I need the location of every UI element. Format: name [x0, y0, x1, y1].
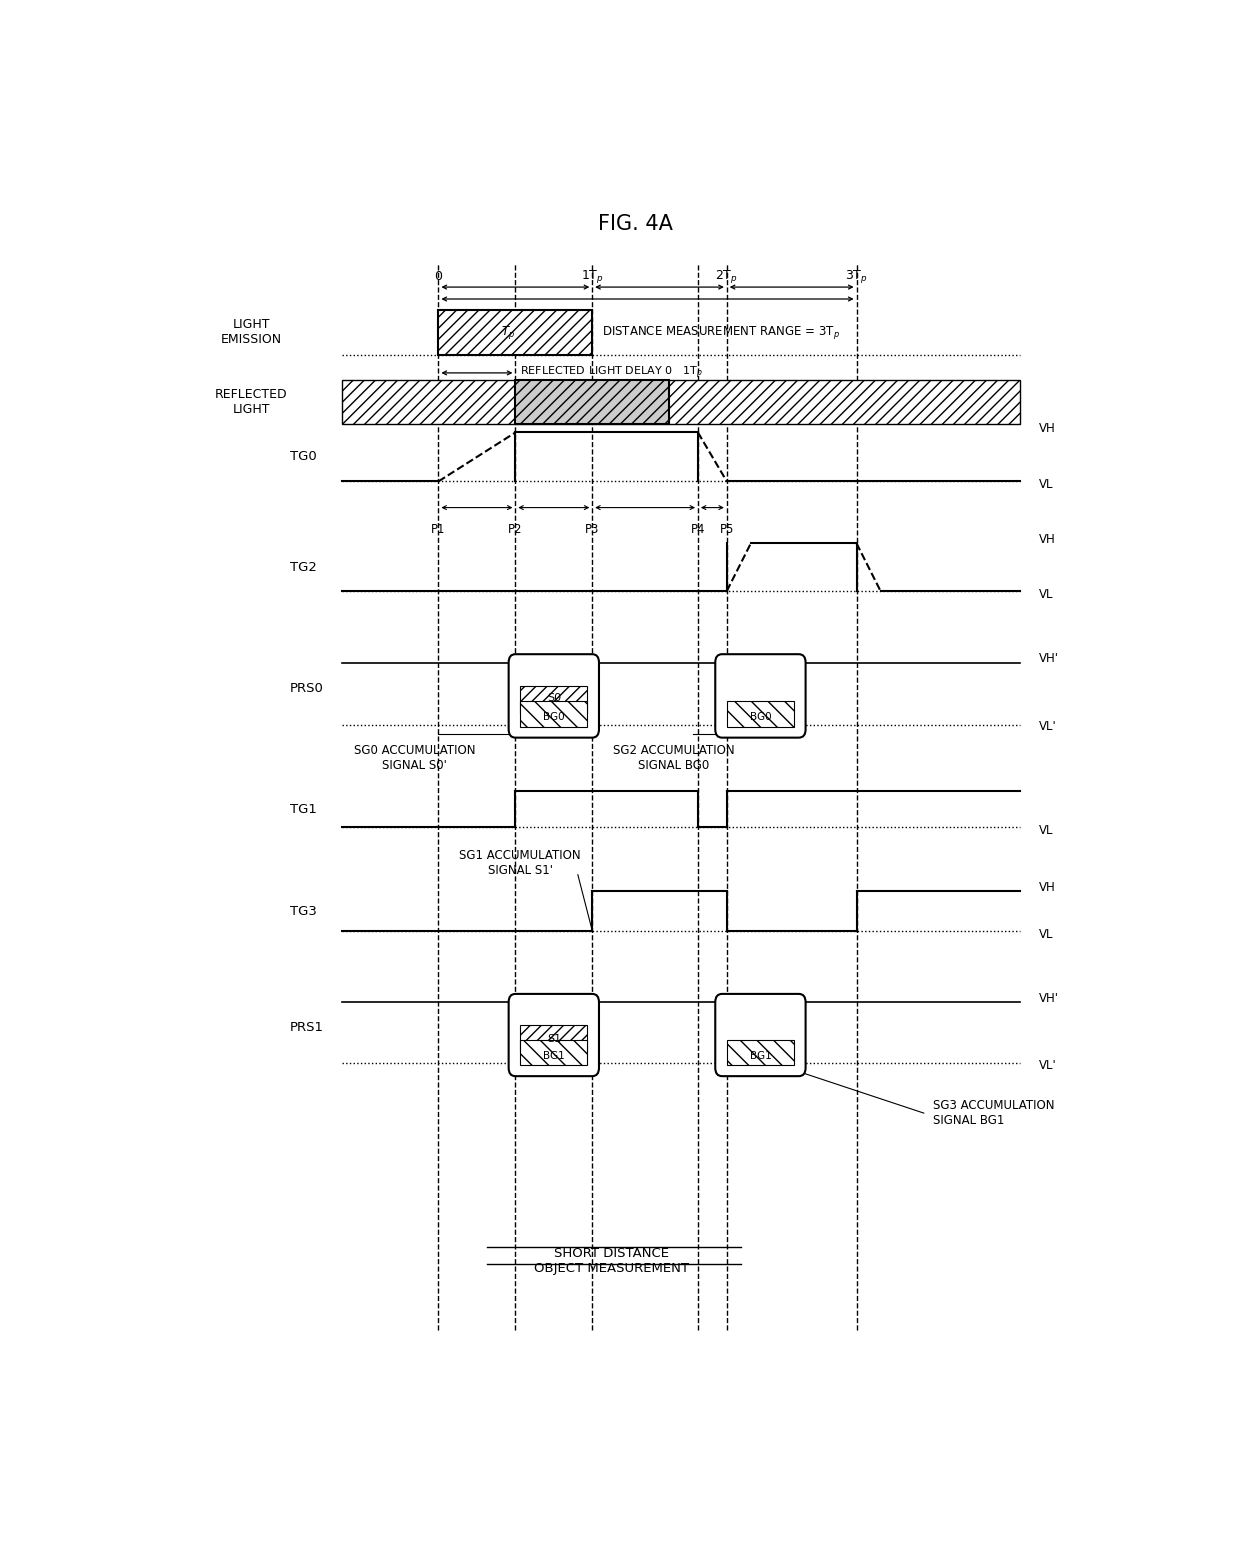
Text: SG0 ACCUMULATION
SIGNAL S0': SG0 ACCUMULATION SIGNAL S0': [353, 745, 475, 772]
Text: DISTANCE MEASUREMENT RANGE = 3T$_p$: DISTANCE MEASUREMENT RANGE = 3T$_p$: [601, 324, 839, 341]
Bar: [727, 1040, 794, 1065]
Text: 0: 0: [434, 269, 443, 283]
Text: VH: VH: [1039, 423, 1056, 435]
Text: TG3: TG3: [290, 904, 316, 918]
Text: TG0: TG0: [290, 450, 316, 463]
Bar: [516, 381, 670, 424]
Text: BG1: BG1: [749, 1051, 771, 1060]
Bar: [342, 381, 1021, 424]
Bar: [727, 701, 794, 728]
Text: BG0: BG0: [543, 712, 564, 723]
Text: PRS0: PRS0: [290, 683, 324, 695]
Text: BG0: BG0: [750, 712, 771, 723]
FancyBboxPatch shape: [715, 994, 806, 1076]
Text: P1: P1: [432, 523, 445, 536]
Text: BG1: BG1: [543, 1051, 564, 1060]
FancyBboxPatch shape: [715, 655, 806, 738]
Bar: [439, 310, 593, 354]
Text: VH: VH: [1039, 881, 1056, 895]
Text: S1: S1: [547, 1034, 560, 1045]
Text: VL': VL': [1039, 720, 1056, 734]
Text: SG3 ACCUMULATION
SIGNAL BG1: SG3 ACCUMULATION SIGNAL BG1: [934, 1099, 1055, 1127]
Text: VL: VL: [1039, 927, 1054, 941]
Bar: [521, 1025, 588, 1051]
Text: 3T$_p$: 3T$_p$: [846, 268, 868, 285]
Text: S0: S0: [547, 694, 560, 703]
Text: VH: VH: [1039, 533, 1056, 546]
Text: VL: VL: [1039, 824, 1054, 837]
Bar: [521, 1040, 588, 1065]
FancyBboxPatch shape: [508, 994, 599, 1076]
Text: REFLECTED LIGHT DELAY 0   1T$_p$: REFLECTED LIGHT DELAY 0 1T$_p$: [521, 365, 703, 381]
Text: VL: VL: [1039, 478, 1054, 491]
Bar: [521, 701, 588, 728]
Text: P5: P5: [719, 523, 734, 536]
FancyBboxPatch shape: [508, 655, 599, 738]
Text: VH': VH': [1039, 652, 1059, 666]
Text: TG1: TG1: [290, 803, 316, 816]
Text: T$_p$: T$_p$: [501, 324, 515, 341]
Text: 1T$_p$: 1T$_p$: [580, 268, 604, 285]
Text: REFLECTED
LIGHT: REFLECTED LIGHT: [215, 389, 288, 416]
Text: VL': VL': [1039, 1059, 1056, 1071]
Bar: [521, 686, 588, 712]
Text: VH': VH': [1039, 992, 1059, 1005]
Text: P3: P3: [585, 523, 599, 536]
Text: SG1 ACCUMULATION
SIGNAL S1': SG1 ACCUMULATION SIGNAL S1': [459, 848, 582, 876]
Text: TG2: TG2: [290, 560, 316, 574]
Text: FIG. 4A: FIG. 4A: [598, 214, 673, 234]
Text: P4: P4: [691, 523, 706, 536]
Text: P2: P2: [508, 523, 522, 536]
Text: SG2 ACCUMULATION
SIGNAL BG0: SG2 ACCUMULATION SIGNAL BG0: [613, 745, 735, 772]
Text: PRS1: PRS1: [290, 1022, 324, 1034]
Text: 2T$_p$: 2T$_p$: [715, 268, 738, 285]
Text: LIGHT
EMISSION: LIGHT EMISSION: [221, 319, 281, 347]
Text: VL: VL: [1039, 588, 1054, 601]
Text: SHORT DISTANCE
OBJECT MEASUREMENT: SHORT DISTANCE OBJECT MEASUREMENT: [534, 1246, 689, 1276]
